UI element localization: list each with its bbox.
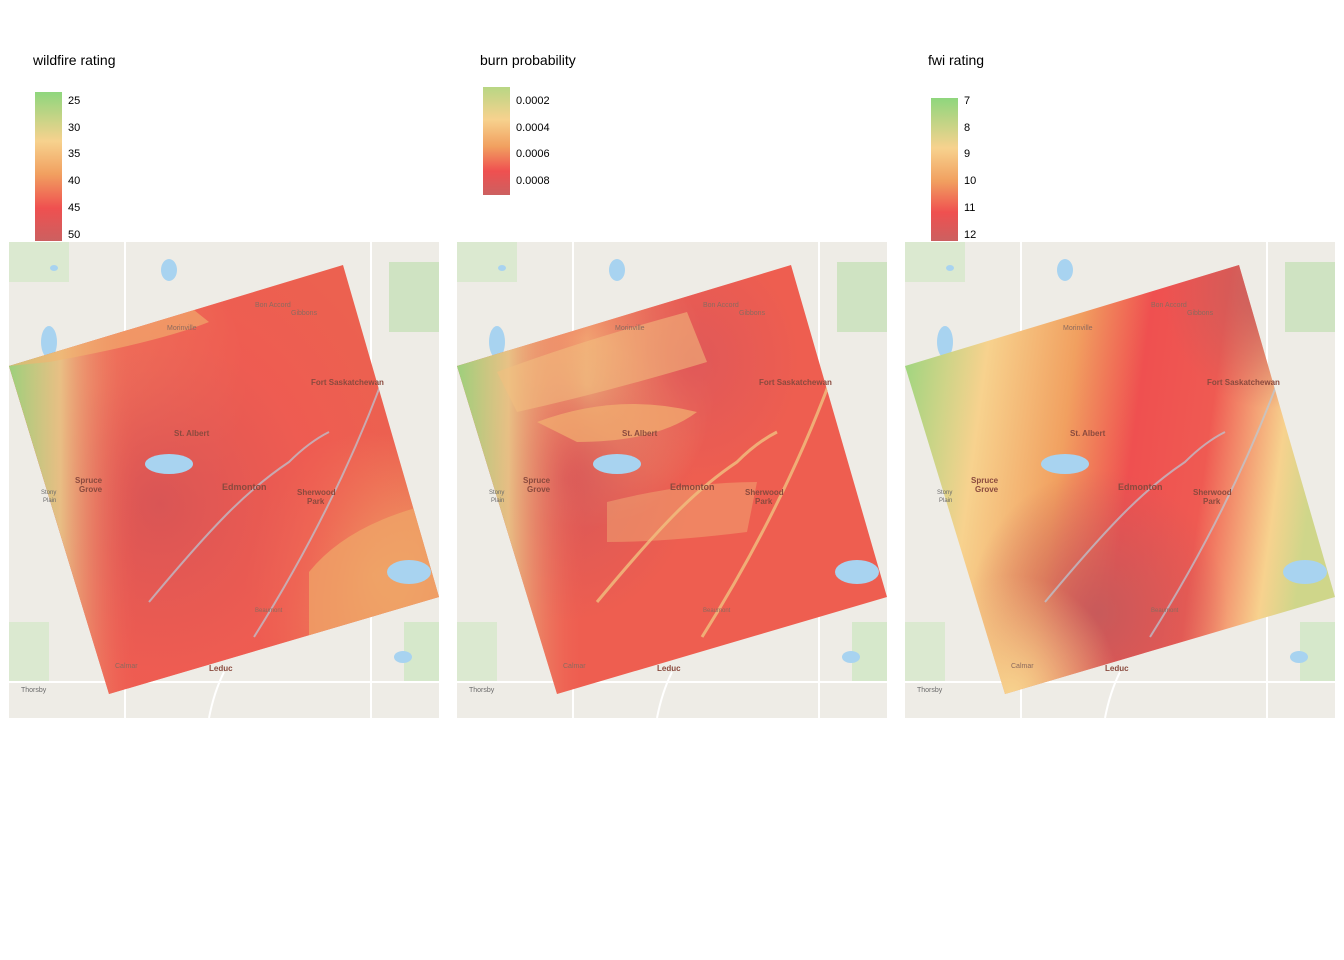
map-labels: Bon Accord Gibbons Morinville Fort Saska… — [469, 302, 832, 694]
map-labels: Bon Accord Gibbons Morinville Fort Saska… — [917, 302, 1280, 694]
svg-text:Plain: Plain — [939, 498, 952, 504]
svg-text:Park: Park — [1203, 497, 1221, 506]
svg-text:Spruce: Spruce — [971, 476, 999, 485]
svg-text:Spruce: Spruce — [75, 476, 103, 485]
svg-text:Park: Park — [307, 497, 325, 506]
legend-tick: 0.0002 — [516, 95, 550, 107]
svg-text:Beaumont: Beaumont — [703, 608, 731, 614]
svg-text:Sherwood: Sherwood — [297, 488, 336, 497]
panel-burn-probability: burn probability 0.0002 0.0004 0.0006 0.… — [448, 0, 896, 720]
svg-text:Beaumont: Beaumont — [1151, 608, 1179, 614]
map-frame[interactable]: Bon Accord Gibbons Morinville Fort Saska… — [457, 242, 887, 718]
svg-text:Stony: Stony — [937, 490, 952, 496]
legend-title: burn probability — [480, 52, 576, 68]
legend-tick: 10 — [964, 175, 977, 187]
svg-text:Gibbons: Gibbons — [1187, 310, 1214, 317]
svg-text:Leduc: Leduc — [657, 664, 681, 673]
legend-tick: 9 — [964, 148, 971, 160]
svg-text:Beaumont: Beaumont — [255, 608, 283, 614]
basemap-lakes — [489, 259, 860, 663]
svg-text:Stony: Stony — [489, 490, 504, 496]
svg-text:St. Albert: St. Albert — [622, 429, 658, 438]
svg-text:Gibbons: Gibbons — [739, 310, 766, 317]
svg-text:Morinville: Morinville — [615, 325, 645, 332]
map-frame[interactable]: Bon Accord Gibbons Morinville Fort Saska… — [9, 242, 439, 718]
basemap-parks — [905, 242, 1335, 682]
legend-colorbar — [483, 87, 510, 195]
svg-text:Edmonton: Edmonton — [1118, 482, 1163, 492]
svg-text:St. Albert: St. Albert — [1070, 429, 1106, 438]
legend-tick: 11 — [964, 202, 976, 214]
map-svg: Bon Accord Gibbons Morinville Fort Saska… — [9, 242, 439, 718]
panel-fwi-rating: fwi rating 7 8 9 10 11 12 — [896, 0, 1344, 720]
svg-text:Leduc: Leduc — [1105, 664, 1129, 673]
svg-text:Bon Accord: Bon Accord — [255, 302, 291, 309]
legend-tick: 0.0004 — [516, 122, 550, 134]
legend-tick: 25 — [68, 95, 81, 107]
legend-tick: 0.0006 — [516, 148, 550, 160]
svg-text:Gibbons: Gibbons — [291, 310, 318, 317]
legend-tick: 8 — [964, 122, 971, 134]
legend-tick: 35 — [68, 148, 81, 160]
svg-text:Sherwood: Sherwood — [745, 488, 784, 497]
svg-text:Plain: Plain — [491, 498, 504, 504]
svg-text:Thorsby: Thorsby — [469, 687, 495, 694]
svg-text:Stony: Stony — [41, 490, 56, 496]
svg-text:Bon Accord: Bon Accord — [1151, 302, 1187, 309]
svg-text:Calmar: Calmar — [1011, 663, 1034, 670]
map-svg: Bon Accord Gibbons Morinville Fort Saska… — [457, 242, 887, 718]
svg-text:Spruce: Spruce — [523, 476, 551, 485]
svg-text:Thorsby: Thorsby — [21, 687, 47, 694]
legend-colorbar — [931, 98, 958, 241]
svg-text:Grove: Grove — [527, 485, 551, 494]
basemap-parks — [457, 242, 887, 682]
legend-tick: 0.0008 — [516, 175, 550, 187]
basemap-lakes — [937, 259, 1308, 663]
svg-text:Bon Accord: Bon Accord — [703, 302, 739, 309]
svg-text:Plain: Plain — [43, 498, 56, 504]
svg-text:Sherwood: Sherwood — [1193, 488, 1232, 497]
svg-text:Grove: Grove — [79, 485, 103, 494]
legend-colorbar — [35, 92, 62, 241]
legend-tick: 30 — [68, 122, 81, 134]
svg-text:Morinville: Morinville — [1063, 325, 1093, 332]
svg-text:Morinville: Morinville — [167, 325, 197, 332]
map-svg: Bon Accord Gibbons Morinville Fort Saska… — [905, 242, 1335, 718]
svg-text:Fort Saskatchewan: Fort Saskatchewan — [759, 378, 832, 387]
svg-text:Fort Saskatchewan: Fort Saskatchewan — [1207, 378, 1280, 387]
legend-title: wildfire rating — [33, 52, 116, 68]
basemap-parks — [9, 242, 439, 682]
svg-text:Edmonton: Edmonton — [222, 482, 267, 492]
legend-tick: 50 — [68, 229, 81, 241]
svg-text:Thorsby: Thorsby — [917, 687, 943, 694]
legend-tick: 12 — [964, 229, 977, 241]
map-frame[interactable]: Bon Accord Gibbons Morinville Fort Saska… — [905, 242, 1335, 718]
svg-text:Fort Saskatchewan: Fort Saskatchewan — [311, 378, 384, 387]
svg-text:Park: Park — [755, 497, 773, 506]
legend-tick: 7 — [964, 95, 971, 107]
panel-wildfire-rating: wildfire rating 25 30 35 40 45 50 — [0, 0, 448, 720]
svg-text:Calmar: Calmar — [115, 663, 138, 670]
svg-text:Calmar: Calmar — [563, 663, 586, 670]
svg-text:Leduc: Leduc — [209, 664, 233, 673]
map-labels: Bon Accord Gibbons Morinville Fort Saska… — [21, 302, 384, 694]
legend-tick: 40 — [68, 175, 81, 187]
svg-text:Grove: Grove — [975, 485, 999, 494]
legend-tick: 45 — [68, 202, 81, 214]
basemap-lakes — [41, 259, 412, 663]
svg-text:St. Albert: St. Albert — [174, 429, 210, 438]
svg-text:Edmonton: Edmonton — [670, 482, 715, 492]
legend-title: fwi rating — [928, 52, 985, 68]
